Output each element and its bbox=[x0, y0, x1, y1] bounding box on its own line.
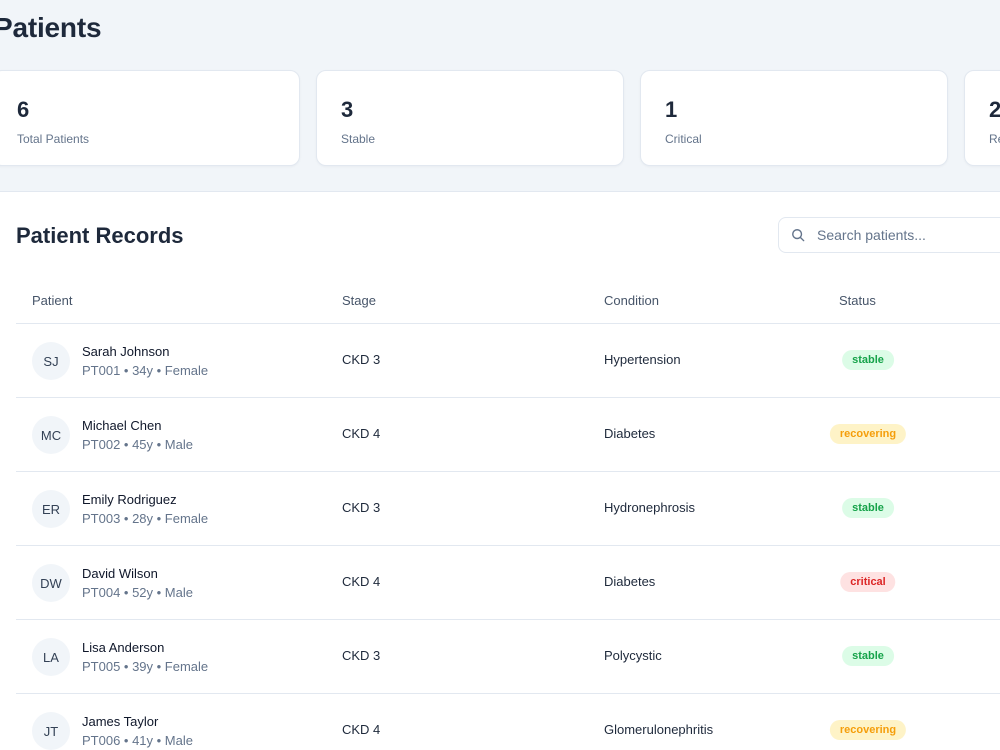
stats-row: 6 Total Patients 3 Stable 1 Critical 2 R… bbox=[0, 70, 1000, 166]
stat-label: Stable bbox=[341, 132, 376, 146]
stat-value: 6 bbox=[17, 97, 30, 122]
table-row[interactable]: MC Michael Chen PT002 • 45y • Male CKD 4… bbox=[16, 398, 1000, 472]
table-row[interactable]: DW David Wilson PT004 • 52y • Male CKD 4… bbox=[16, 546, 1000, 620]
column-header-stage[interactable]: Stage bbox=[342, 293, 376, 308]
avatar: LA bbox=[32, 638, 70, 676]
stat-card-stable: 3 Stable bbox=[316, 70, 624, 166]
patient-table: Patient Stage Condition Status SJ Sarah … bbox=[16, 280, 1000, 750]
avatar: JT bbox=[32, 712, 70, 750]
column-header-status[interactable]: Status bbox=[839, 293, 876, 308]
table-row[interactable]: SJ Sarah Johnson PT001 • 34y • Female CK… bbox=[16, 324, 1000, 398]
records-title: Patient Records bbox=[16, 223, 184, 248]
stat-value: 1 bbox=[665, 97, 678, 122]
stat-card-total-patients: 6 Total Patients bbox=[0, 70, 300, 166]
status-badge: recovering bbox=[829, 424, 907, 444]
patient-stage: CKD 3 bbox=[342, 648, 381, 663]
avatar: ER bbox=[32, 490, 70, 528]
stat-value: 3 bbox=[341, 97, 354, 122]
table-row[interactable]: LA Lisa Anderson PT005 • 39y • Female CK… bbox=[16, 620, 1000, 694]
stat-label: Total Patients bbox=[17, 132, 90, 146]
patient-meta: PT005 • 39y • Female bbox=[82, 659, 209, 674]
patient-meta: PT002 • 45y • Male bbox=[82, 437, 193, 452]
search-icon bbox=[792, 229, 805, 242]
patient-condition: Hypertension bbox=[604, 352, 681, 367]
patient-name: Lisa Anderson bbox=[82, 640, 165, 655]
patient-name: Emily Rodriguez bbox=[82, 492, 177, 507]
stat-card-critical: 1 Critical bbox=[640, 70, 948, 166]
patient-name: James Taylor bbox=[82, 714, 159, 729]
stat-label: Recovering bbox=[989, 132, 1000, 146]
patient-condition: Glomerulonephritis bbox=[604, 722, 714, 737]
page-title: Patients bbox=[0, 12, 102, 43]
status-badge: recovering bbox=[829, 720, 907, 740]
stat-label: Critical bbox=[665, 132, 702, 146]
patient-condition: Diabetes bbox=[604, 574, 656, 589]
status-badge: critical bbox=[840, 572, 896, 592]
patient-stage: CKD 3 bbox=[342, 500, 381, 515]
avatar: SJ bbox=[32, 342, 70, 380]
patient-stage: CKD 4 bbox=[342, 426, 381, 441]
table-header: Patient Stage Condition Status bbox=[16, 280, 1000, 324]
patient-meta: PT004 • 52y • Male bbox=[82, 585, 193, 600]
stat-value: 2 bbox=[989, 97, 1000, 122]
status-badge: stable bbox=[842, 646, 894, 666]
patient-meta: PT003 • 28y • Female bbox=[82, 511, 209, 526]
patient-meta: PT006 • 41y • Male bbox=[82, 733, 193, 748]
column-header-condition[interactable]: Condition bbox=[604, 293, 659, 308]
patient-records-panel: Patient Records Patient Stage Condition … bbox=[0, 191, 1000, 750]
patient-condition: Diabetes bbox=[604, 426, 656, 441]
patient-name: David Wilson bbox=[82, 566, 158, 581]
patient-meta: PT001 • 34y • Female bbox=[82, 363, 209, 378]
table-row[interactable]: JT James Taylor PT006 • 41y • Male CKD 4… bbox=[16, 694, 1000, 750]
patient-condition: Polycystic bbox=[604, 648, 662, 663]
stat-card-recovering: 2 Recovering bbox=[964, 70, 1000, 166]
patient-stage: CKD 3 bbox=[342, 352, 381, 367]
patient-condition: Hydronephrosis bbox=[604, 500, 696, 515]
patient-stage: CKD 4 bbox=[342, 722, 381, 737]
patient-stage: CKD 4 bbox=[342, 574, 381, 589]
status-badge: stable bbox=[842, 498, 894, 518]
table-row[interactable]: ER Emily Rodriguez PT003 • 28y • Female … bbox=[16, 472, 1000, 546]
column-header-patient[interactable]: Patient bbox=[32, 293, 73, 308]
avatar: MC bbox=[32, 416, 70, 454]
search-box[interactable] bbox=[778, 217, 1000, 253]
patient-name: Michael Chen bbox=[82, 418, 162, 433]
patient-name: Sarah Johnson bbox=[82, 344, 170, 359]
search-input[interactable] bbox=[817, 227, 987, 243]
status-badge: stable bbox=[842, 350, 894, 370]
avatar: DW bbox=[32, 564, 70, 602]
